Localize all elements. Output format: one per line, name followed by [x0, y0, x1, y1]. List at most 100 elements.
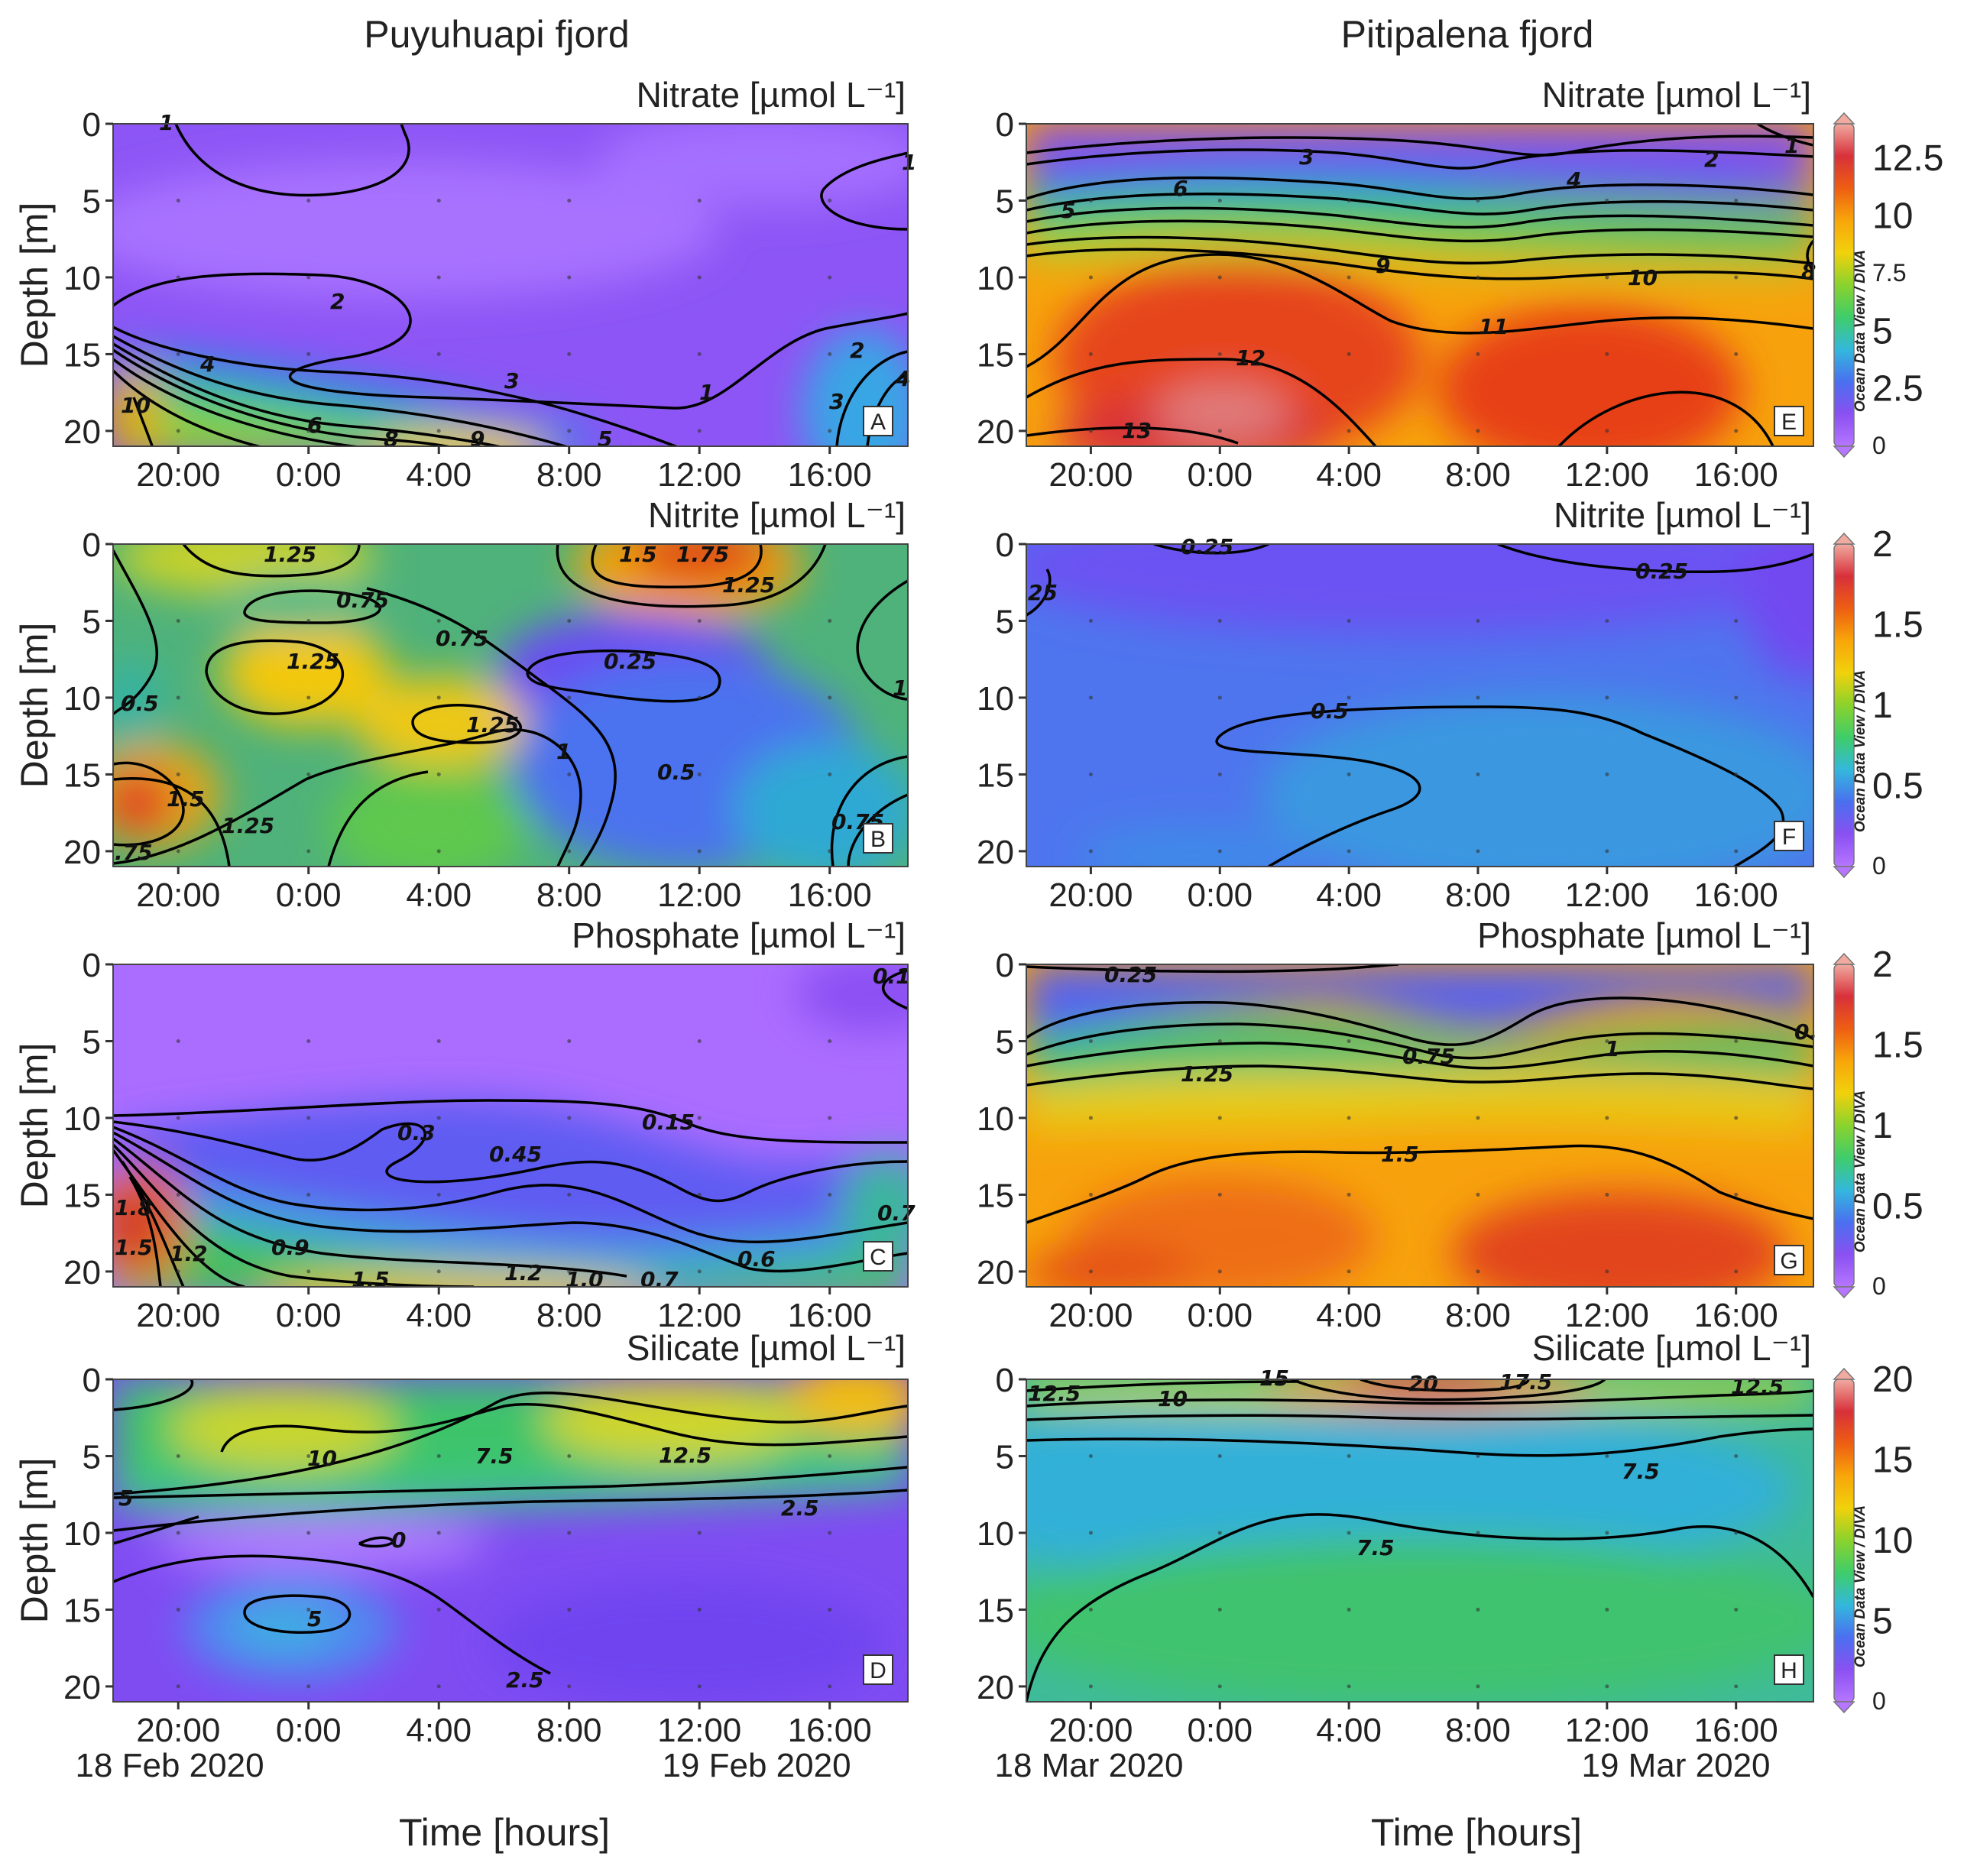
panel-f-label: 25 — [1028, 580, 1058, 605]
grid-dot — [1476, 1038, 1480, 1043]
grid-dot — [567, 1531, 572, 1535]
x-tick-label: 12:00 — [1565, 876, 1649, 914]
odv-credit: Ocean Data View / DIVA — [1852, 1505, 1868, 1667]
grid-dot — [828, 772, 832, 776]
grid-dot — [1734, 198, 1739, 203]
panel-f-letter: F — [1782, 825, 1796, 850]
grid-dot — [567, 1269, 572, 1274]
grid-dot — [567, 695, 572, 700]
panel-c-label: 0.6 — [737, 1246, 776, 1272]
panel-g-label: 0.75 — [1402, 1044, 1455, 1069]
grid-dot — [1217, 198, 1222, 203]
grid-dot — [1734, 1684, 1739, 1689]
panel-g-label: 1 — [1605, 1036, 1619, 1061]
panel-c-label: 1.8 — [115, 1195, 153, 1220]
grid-dot — [1347, 1531, 1351, 1535]
grid-dot — [1217, 1453, 1222, 1458]
panel-c: Phosphate [µmol L⁻¹] — [63, 915, 916, 1334]
panel-a-label: 8 — [384, 426, 398, 452]
grid-dot — [306, 1269, 311, 1274]
y-axis-title-d: Depth [m] — [13, 1458, 56, 1624]
grid-dot — [1217, 1192, 1222, 1197]
grid-dot — [567, 618, 572, 623]
panel-b-label: 1.25 — [722, 572, 775, 598]
panel-b-letter: B — [870, 827, 886, 852]
panel-h-label: 7.5 — [1622, 1459, 1660, 1484]
colorbar-tick-label: 1 — [1872, 685, 1893, 726]
grid-dot — [1476, 1116, 1480, 1120]
x-tick-label: 0:00 — [1187, 876, 1253, 914]
y-tick-label: 0 — [83, 947, 101, 984]
date-label-left-end: 19 Feb 2020 — [662, 1747, 851, 1784]
grid-dot — [1347, 1269, 1351, 1274]
grid-dot — [828, 1116, 832, 1120]
grid-dot — [1605, 849, 1609, 854]
x-tick-label: 20:00 — [136, 1297, 220, 1334]
colorbar-tick-label: 1 — [1872, 1106, 1893, 1146]
grid-dot — [1088, 695, 1093, 700]
y-tick-label: 15 — [977, 1592, 1014, 1629]
y-tick-label: 20 — [977, 1254, 1014, 1291]
grid-dot — [176, 1531, 180, 1535]
colorbar-tick-label: 15 — [1872, 1440, 1913, 1481]
grid-dot — [1476, 1269, 1480, 1274]
grid-dot — [176, 1116, 180, 1120]
y-tick-label: 0 — [996, 1362, 1014, 1399]
panel-b-label: 1.5 — [167, 786, 205, 812]
y-tick-label: 10 — [977, 260, 1014, 297]
x-tick-label: 8:00 — [1445, 456, 1511, 494]
grid-dot — [1605, 1038, 1609, 1043]
panel-a-label: 6 — [307, 413, 322, 438]
x-tick-label: 0:00 — [276, 876, 342, 914]
grid-dot — [306, 429, 311, 433]
grid-dot — [1734, 618, 1739, 623]
grid-dot — [306, 1038, 311, 1043]
x-tick-label: 20:00 — [1048, 456, 1133, 494]
grid-dot — [1605, 1531, 1609, 1535]
grid-dot — [1217, 429, 1222, 433]
grid-dot — [1088, 1531, 1093, 1535]
grid-dot — [436, 695, 441, 700]
y-axis-title-a: Depth [m] — [13, 203, 56, 368]
colorbar-tick-label: 0.5 — [1872, 766, 1923, 807]
y-tick-label: 20 — [977, 1669, 1014, 1706]
panel-b-label: 0.75 — [436, 626, 488, 651]
panel-e-label: 10 — [1628, 265, 1658, 290]
grid-dot — [1347, 618, 1351, 623]
y-tick-label: 15 — [63, 1177, 101, 1214]
x-tick-label: 0:00 — [1187, 1297, 1253, 1334]
panel-e-label: 12 — [1236, 345, 1266, 371]
x-tick-label: 0:00 — [1187, 456, 1253, 494]
panel-b-label: 1.25 — [222, 813, 274, 838]
grid-dot — [828, 1684, 832, 1689]
grid-dot — [1734, 849, 1739, 854]
x-tick-label: 20:00 — [1048, 1712, 1133, 1749]
panel-g-letter: G — [1780, 1249, 1797, 1274]
x-tick-label: 16:00 — [788, 876, 872, 914]
grid-dot — [1088, 1116, 1093, 1120]
odv-credit: Ocean Data View / DIVA — [1852, 1090, 1868, 1252]
panel-e-label: 9 — [1376, 253, 1390, 278]
grid-dot — [1088, 275, 1093, 280]
y-axis-title-b: Depth [m] — [13, 623, 56, 789]
grid-dot — [1476, 1531, 1480, 1535]
grid-dot — [1734, 1038, 1739, 1043]
panel-b-label: 0.5 — [657, 760, 695, 785]
grid-dot — [1734, 352, 1739, 356]
x-tick-label: 20:00 — [1048, 1297, 1133, 1334]
y-tick-label: 5 — [996, 183, 1014, 220]
colorbar-cap-top — [1833, 112, 1855, 125]
panel-h-label: 20 — [1408, 1371, 1438, 1396]
grid-dot — [1605, 352, 1609, 356]
colorbar-tick-label: 0 — [1872, 852, 1886, 880]
grid-dot — [1347, 772, 1351, 776]
grid-dot — [176, 1269, 180, 1274]
panel-a-label: 5 — [598, 426, 612, 452]
x-tick-label: 8:00 — [1445, 1297, 1511, 1334]
panel-e-label: 6 — [1173, 176, 1188, 201]
panel-a-label: 10 — [121, 393, 151, 418]
grid-dot — [1476, 275, 1480, 280]
grid-dot — [436, 275, 441, 280]
grid-dot — [567, 849, 572, 854]
x-axis-title-left: Time [hours] — [399, 1811, 610, 1854]
